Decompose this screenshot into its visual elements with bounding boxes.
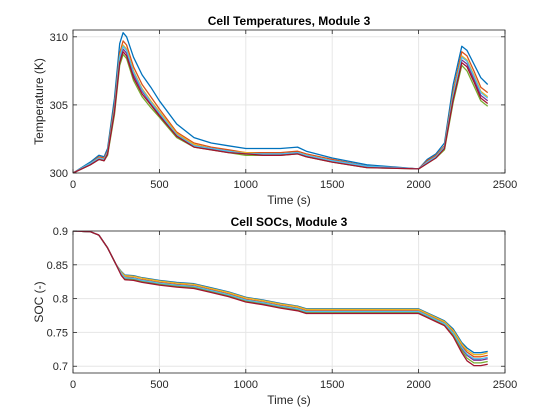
soc-x-tick-label-5: 2500 <box>493 379 517 391</box>
temperature-x-tick-label-1: 500 <box>150 179 168 191</box>
temperature-title: Cell Temperatures, Module 3 <box>208 14 371 28</box>
soc-y-tick-label-0: 0.7 <box>53 361 68 373</box>
soc-x-tick-label-2: 1000 <box>234 379 258 391</box>
temperature-x-tick-label-0: 0 <box>70 179 76 191</box>
temperature-x-tick-label-4: 2000 <box>406 179 430 191</box>
soc-y-tick-label-4: 0.9 <box>53 226 68 238</box>
temperature-x-tick-label-3: 1500 <box>320 179 344 191</box>
soc-x-label: Time (s) <box>267 393 311 407</box>
soc-y-tick-label-3: 0.85 <box>47 260 68 272</box>
soc-title: Cell SOCs, Module 3 <box>231 215 348 229</box>
soc-x-tick-label-1: 500 <box>150 379 168 391</box>
temperature-x-tick-label-5: 2500 <box>493 179 517 191</box>
temperature-x-label: Time (s) <box>267 193 311 207</box>
soc-y-tick-label-1: 0.75 <box>47 327 68 339</box>
soc-plot-area <box>73 231 505 373</box>
temperature-y-label: Temperature (K) <box>32 58 46 145</box>
soc-x-tick-label-4: 2000 <box>406 379 430 391</box>
temperature-y-tick-label-1: 305 <box>50 100 68 112</box>
soc-y-label: SOC (-) <box>32 281 46 322</box>
temperature-y-tick-label-2: 310 <box>50 32 68 44</box>
temperature-y-tick-label-0: 300 <box>50 168 68 180</box>
soc-x-tick-label-3: 1500 <box>320 379 344 391</box>
temperature-x-tick-label-2: 1000 <box>234 179 258 191</box>
soc-y-tick-label-2: 0.8 <box>53 294 68 306</box>
soc-x-tick-label-0: 0 <box>70 379 76 391</box>
